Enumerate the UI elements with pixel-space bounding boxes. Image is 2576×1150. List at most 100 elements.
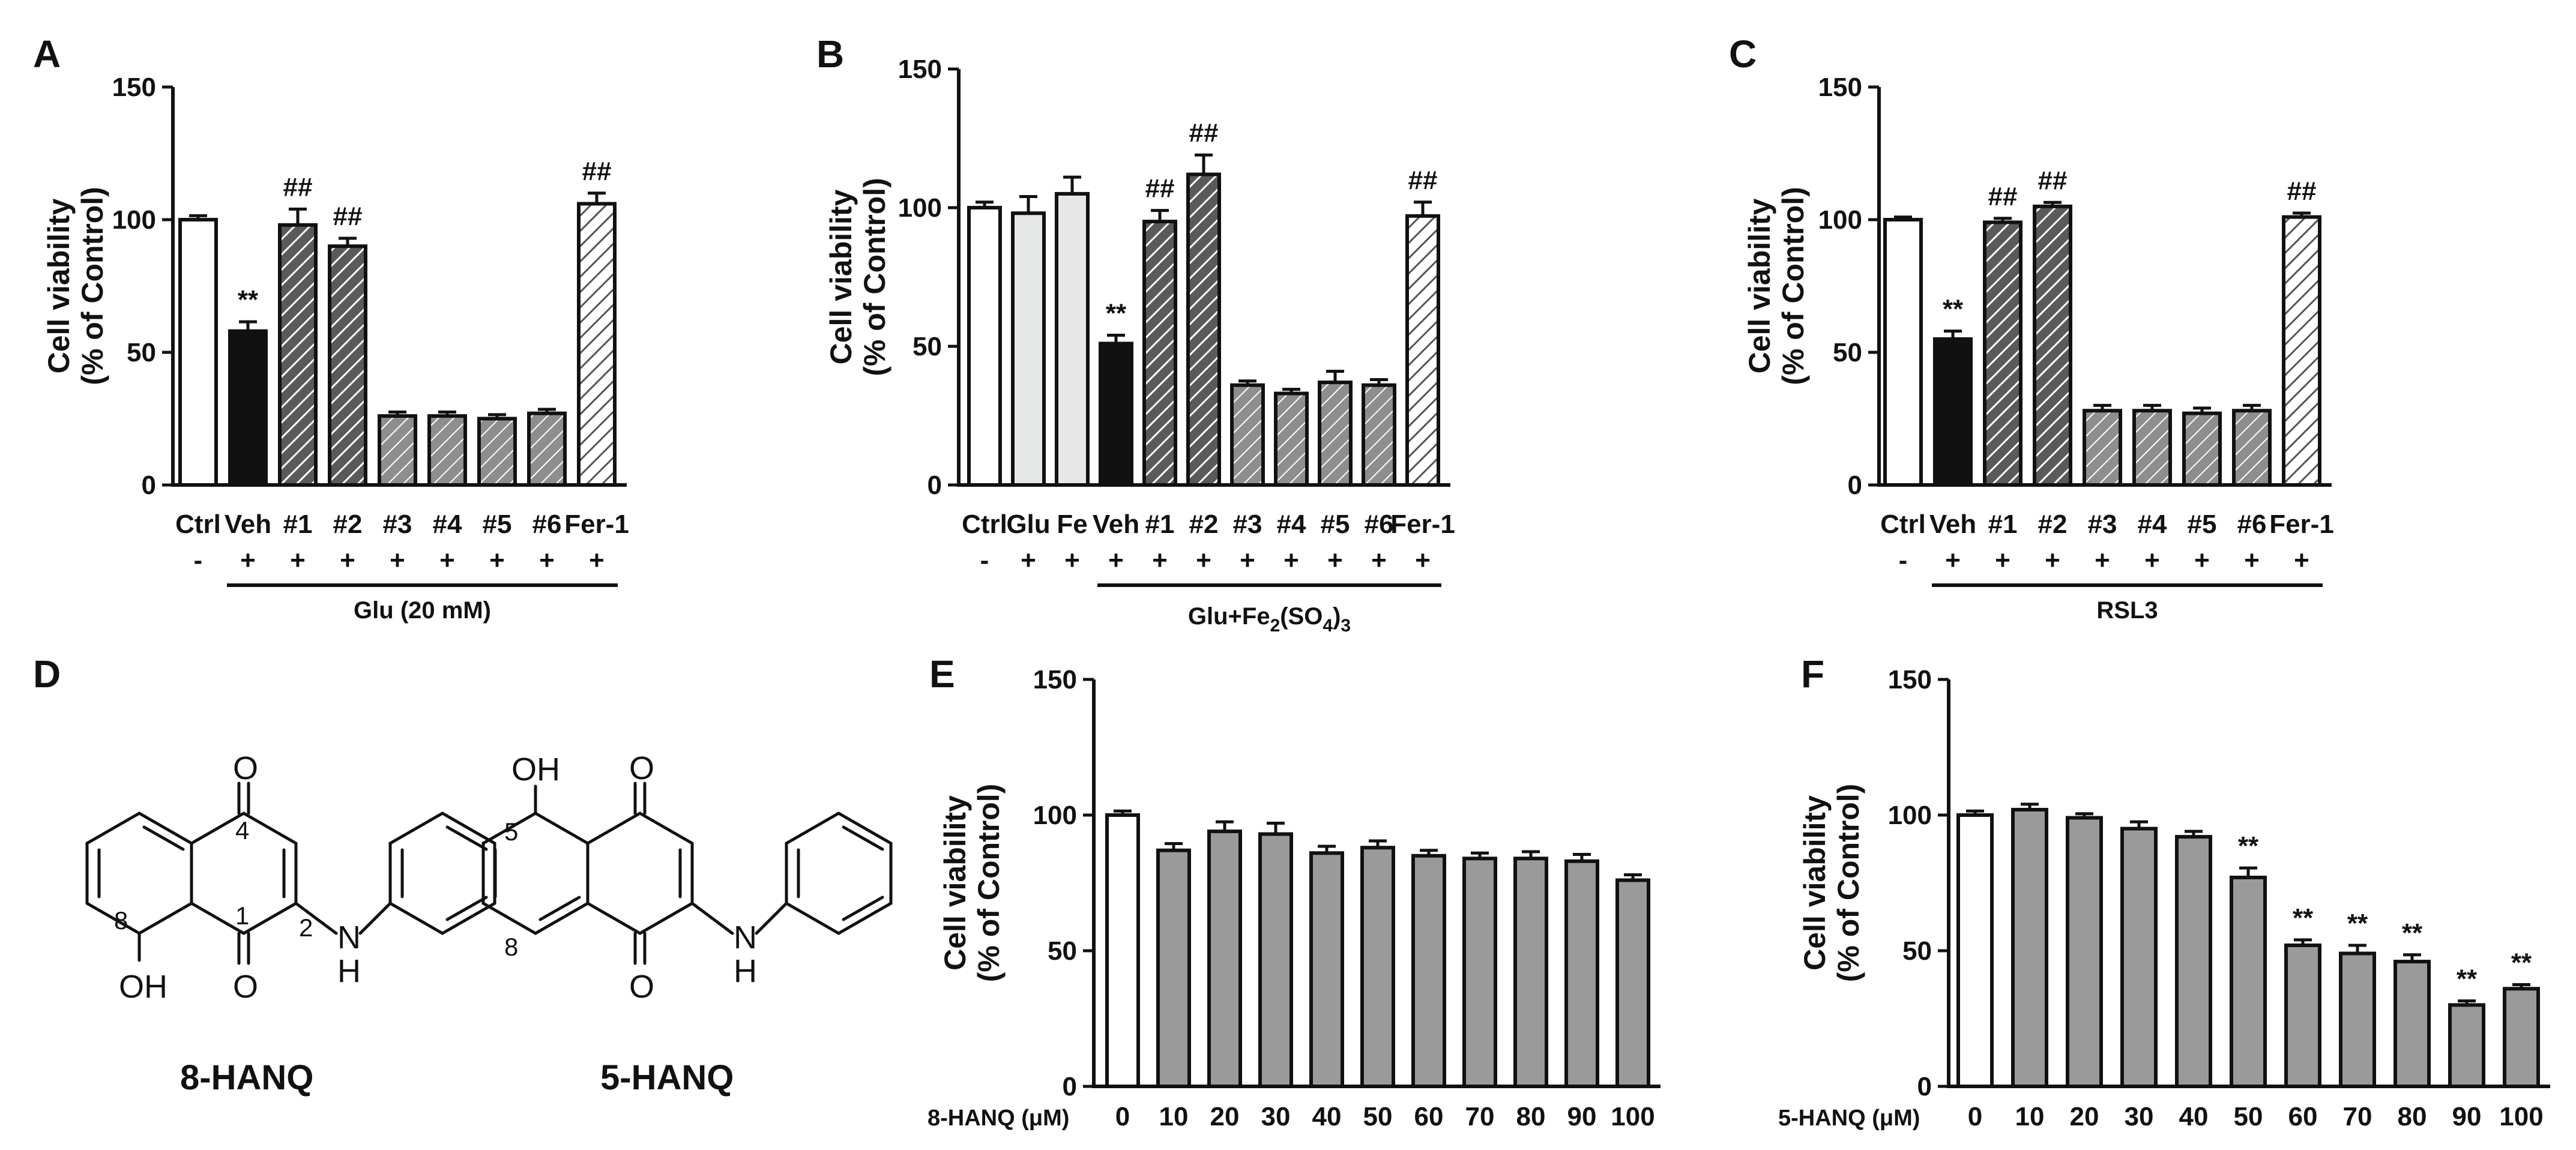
- category-label: #5: [1321, 510, 1350, 539]
- position-number: 5: [504, 817, 518, 846]
- y-tick-label: 50: [1833, 338, 1862, 367]
- category-label: #1: [283, 510, 313, 539]
- bar: [1156, 848, 1191, 1088]
- y-axis-title: (% of Control): [972, 784, 1006, 982]
- significance-label: ##: [333, 202, 363, 231]
- y-tick-label: 100: [1033, 801, 1077, 830]
- bar: [477, 417, 517, 487]
- category-label: 90: [2452, 1102, 2482, 1131]
- category-label: #5: [2188, 510, 2217, 539]
- significance-label: ##: [1408, 166, 1438, 195]
- benzene-ring-left: [85, 811, 193, 935]
- chart-panel-c: 0 50 100 150 Cell viability (% of Control) Ctr…: [1743, 73, 2334, 624]
- category-label: 50: [1363, 1102, 1393, 1131]
- y-tick-label: 0: [1848, 471, 1862, 500]
- chart-panel-f: 0 50 100 150 Cell viability (% of Control) 0 10…: [1778, 665, 2550, 1131]
- treatment-sign: -: [194, 546, 203, 575]
- bar: [1142, 220, 1177, 487]
- treatment-sign: +: [1945, 546, 1961, 575]
- category-label: Ctrl: [962, 510, 1007, 539]
- position-number: 4: [235, 816, 249, 844]
- bar: [1956, 813, 1994, 1088]
- compound-name: 8-HANQ: [180, 1058, 313, 1097]
- bar: [1513, 856, 1548, 1088]
- panel-letter-a: A: [33, 32, 61, 76]
- bar: [1258, 832, 1293, 1088]
- bar: [2503, 987, 2540, 1089]
- y-axis-title: (% of Control): [1776, 187, 1810, 385]
- y-tick-label: 50: [1902, 936, 1932, 966]
- group-label-subscript: 4: [1323, 616, 1333, 636]
- treatment-sign: +: [1995, 546, 2010, 575]
- bar: [2182, 411, 2222, 487]
- bar: [2120, 826, 2158, 1088]
- category-label: #6: [1365, 510, 1394, 539]
- y-axis-title: (% of Control): [76, 187, 109, 385]
- bar: [1055, 191, 1090, 487]
- significance-label: ##: [1988, 182, 2018, 211]
- x-axis-title: 5-HANQ (μM): [1778, 1106, 1920, 1131]
- treatment-sign: -: [1899, 546, 1908, 575]
- category-label: 60: [2288, 1102, 2318, 1131]
- bar: [1933, 337, 1973, 487]
- group-label-part: (SO: [1280, 603, 1323, 630]
- category-label: Veh: [1093, 510, 1139, 539]
- chart-panel-b: 0 50 100 150 Cell viability (% of Control) Ctr…: [824, 55, 1455, 636]
- category-label: #5: [483, 510, 512, 539]
- category-label: 100: [2499, 1102, 2543, 1131]
- treatment-sign: +: [2045, 546, 2060, 575]
- treatment-sign: +: [1283, 546, 1299, 575]
- treatment-sign: +: [390, 546, 405, 575]
- double-bond: [538, 896, 581, 921]
- bar: [1883, 218, 1923, 487]
- treatment-sign: +: [240, 546, 256, 575]
- panel-letter-e: E: [929, 652, 955, 696]
- phenyl-ring-left: [388, 811, 496, 935]
- bar: [1186, 172, 1221, 487]
- phenyl-ring-right: [785, 811, 893, 935]
- group-label: Glu (20 mM): [354, 597, 491, 624]
- bar: [1411, 853, 1446, 1089]
- y-tick-label: 100: [898, 193, 942, 223]
- structure-8-hanq: O O OH N H 4 1 2 8 8-HANQ: [85, 750, 496, 1097]
- group-label: Glu+Fe2(SO4)3: [1188, 603, 1351, 636]
- atom-label: N: [337, 920, 361, 956]
- bar: [2033, 204, 2072, 487]
- x-axis-title: 8-HANQ (μM): [928, 1106, 1069, 1131]
- significance-label: ##: [283, 172, 313, 202]
- y-axis-title: Cell viability: [938, 795, 972, 971]
- treatment-sign: -: [980, 546, 989, 575]
- category-label: Ctrl: [175, 510, 221, 539]
- treatment-sign: +: [1371, 546, 1387, 575]
- category-label: 30: [1261, 1102, 1291, 1131]
- bar: [278, 223, 318, 487]
- category-label: Fer-1: [564, 510, 629, 539]
- category-label: #2: [2038, 510, 2068, 539]
- atom-label: O: [233, 969, 258, 1005]
- category-label: 80: [1516, 1102, 1546, 1131]
- atom-label: O: [629, 750, 654, 786]
- bar: [1362, 383, 1396, 487]
- bar: [577, 202, 617, 487]
- significance-label: **: [2293, 903, 2314, 933]
- y-tick-label: 50: [1048, 936, 1077, 966]
- y-tick-label: 150: [1888, 665, 1932, 694]
- y-tick-label: 50: [912, 332, 942, 361]
- double-bond: [445, 896, 488, 921]
- significance-label: **: [238, 285, 259, 315]
- double-bond: [445, 825, 488, 851]
- bar: [1274, 391, 1309, 487]
- category-label: #4: [1277, 510, 1306, 539]
- atom-label: H: [337, 953, 361, 989]
- bar: [228, 329, 268, 487]
- treatment-sign: +: [539, 546, 555, 575]
- y-tick-label: 150: [898, 55, 942, 84]
- treatment-sign: +: [1108, 546, 1124, 575]
- bar: [2230, 875, 2267, 1088]
- category-label: 10: [2015, 1102, 2045, 1131]
- treatment-sign: +: [439, 546, 455, 575]
- y-tick-label: 150: [1818, 73, 1862, 102]
- bar: [2011, 807, 2048, 1088]
- category-label: 70: [1465, 1102, 1495, 1131]
